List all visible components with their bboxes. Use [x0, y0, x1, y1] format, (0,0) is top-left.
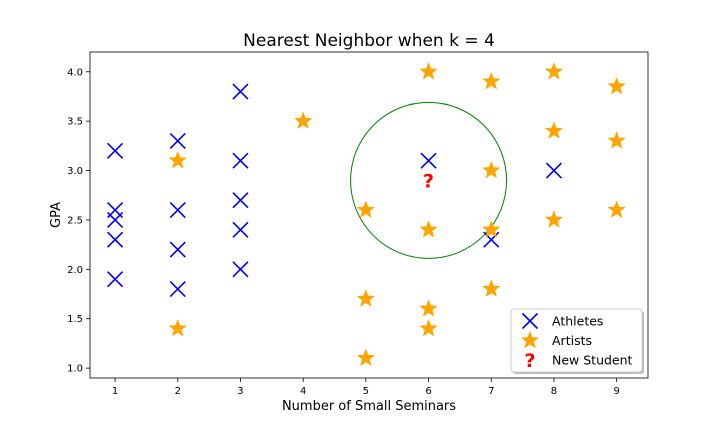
athlete-point	[169, 201, 186, 219]
x-tick-label: 1	[112, 386, 118, 397]
artist-point	[356, 200, 376, 218]
nearest-neighbor-circle	[350, 101, 508, 259]
artist-point	[356, 348, 376, 367]
athlete-point	[107, 211, 124, 229]
plot-area: ? 1 2 3 4 5 6 7 8 9 1.0 1.5 2.0 2.5 3.0 3.5 4.0	[67, 51, 649, 397]
artist-point	[544, 121, 564, 139]
artist-point	[356, 289, 376, 307]
data-marks: ?	[107, 62, 626, 367]
artist-point	[293, 111, 313, 130]
athlete-point	[107, 231, 124, 248]
artist-point	[482, 279, 501, 297]
y-tick-label: 3.0	[67, 166, 83, 177]
legend-label: Artists	[552, 333, 592, 348]
athlete-point	[420, 152, 437, 169]
y-axis-label: GPA	[49, 202, 64, 228]
new-student-point: ?	[423, 170, 434, 192]
neighbor-circle-layer	[350, 101, 508, 259]
y-axis-ticks: 1.0 1.5 2.0 2.5 3.0 3.5 4.0	[67, 67, 90, 375]
artist-point	[419, 220, 438, 238]
y-tick-label: 2.5	[67, 215, 83, 226]
athlete-point	[232, 261, 249, 278]
athlete-point	[232, 221, 249, 238]
artist-point	[168, 150, 188, 169]
x-tick-label: 9	[613, 386, 619, 397]
x-tick-label: 3	[237, 386, 243, 397]
x-tick-label: 6	[425, 386, 431, 397]
athlete-point	[232, 152, 249, 169]
x-tick-label: 4	[300, 386, 306, 397]
artist-point	[607, 76, 626, 95]
artist-point	[419, 318, 438, 337]
artist-point	[607, 200, 626, 218]
legend-label: Athletes	[552, 314, 603, 329]
y-tick-label: 3.5	[67, 117, 83, 128]
artist-point	[607, 131, 626, 149]
artist-point	[168, 318, 188, 337]
x-tick-label: 5	[363, 386, 369, 397]
x-tick-label: 7	[488, 386, 494, 397]
artist-point	[544, 210, 564, 228]
x-tick-label: 8	[551, 386, 557, 397]
x-tick-label: 2	[175, 386, 181, 397]
x-axis-label: Number of Small Seminars	[282, 399, 456, 414]
y-tick-label: 1.0	[67, 364, 83, 375]
athlete-point	[107, 142, 124, 159]
y-tick-label: 1.5	[67, 314, 83, 325]
y-tick-label: 2.0	[67, 265, 83, 276]
legend-marker: ?	[524, 350, 535, 372]
chart-title: Nearest Neighbor when k = 4	[243, 31, 495, 51]
legend-marker	[521, 312, 539, 330]
y-tick-label: 4.0	[67, 67, 83, 78]
plot-frame	[89, 51, 649, 379]
artist-point	[482, 71, 501, 90]
athlete-point	[169, 132, 186, 149]
legend-label: New Student	[552, 353, 633, 368]
legend-marker	[520, 330, 540, 349]
athlete-point	[232, 83, 249, 100]
artist-point	[482, 220, 501, 238]
legend-box	[510, 308, 643, 373]
artist-point	[419, 299, 438, 317]
athlete-point	[107, 271, 124, 288]
athlete-point	[483, 231, 500, 248]
x-axis-ticks: 1 2 3 4 5 6 7 8 9	[112, 378, 620, 397]
legend: Athletes Artists? New Student	[510, 308, 644, 374]
athlete-point	[232, 192, 249, 209]
athlete-point	[169, 281, 186, 298]
artist-point	[544, 62, 564, 80]
athlete-point	[169, 241, 186, 258]
athlete-point	[545, 162, 563, 179]
artist-point	[419, 62, 438, 80]
artist-point	[482, 160, 501, 179]
